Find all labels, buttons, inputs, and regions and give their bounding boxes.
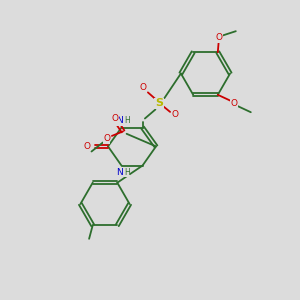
Text: O: O [171, 110, 178, 119]
Text: O: O [231, 99, 238, 108]
Text: H: H [124, 168, 130, 177]
Text: N: N [116, 116, 122, 125]
Text: O: O [111, 114, 118, 123]
Text: O: O [216, 33, 223, 42]
Text: O: O [103, 134, 110, 143]
Text: S: S [155, 98, 163, 109]
Text: N: N [116, 168, 122, 177]
Text: O: O [83, 142, 91, 151]
Text: H: H [124, 116, 130, 125]
Text: O: O [140, 83, 147, 92]
